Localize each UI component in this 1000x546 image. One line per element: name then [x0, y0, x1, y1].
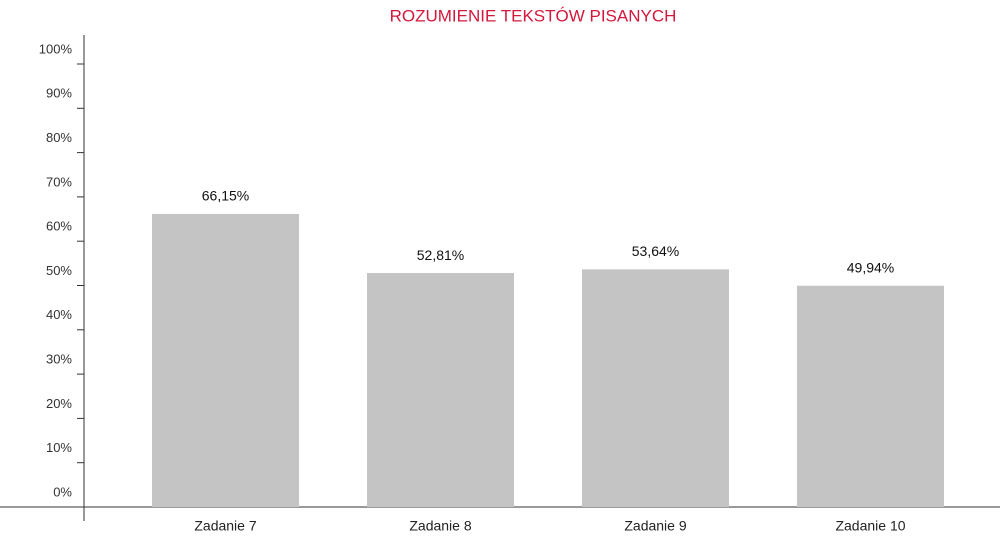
y-tick-label: 70%	[46, 174, 72, 189]
y-tick-label: 40%	[46, 307, 72, 322]
y-tick-label: 90%	[46, 86, 72, 101]
y-tick-label: 20%	[46, 396, 72, 411]
bar	[582, 269, 729, 507]
y-tick-label: 0%	[53, 484, 72, 499]
value-label: 66,15%	[202, 188, 249, 204]
bar	[797, 285, 944, 507]
chart-title: ROZUMIENIE TEKSTÓW PISANYCH	[390, 6, 677, 25]
y-tick-label: 10%	[46, 440, 72, 455]
bar	[152, 213, 299, 507]
y-tick-label: 30%	[46, 352, 72, 367]
x-tick-label: Zadanie 7	[194, 518, 256, 534]
value-label: 52,81%	[417, 247, 464, 263]
x-tick-label: Zadanie 10	[835, 518, 905, 534]
x-tick-label: Zadanie 8	[409, 518, 471, 534]
value-label: 53,64%	[632, 243, 679, 259]
y-tick-label: 50%	[46, 263, 72, 278]
value-label: 49,94%	[847, 259, 894, 275]
bar	[367, 273, 514, 507]
y-tick-label: 100%	[39, 41, 73, 56]
y-tick-label: 80%	[46, 130, 72, 145]
x-tick-label: Zadanie 9	[624, 518, 686, 534]
y-tick-label: 60%	[46, 219, 72, 234]
